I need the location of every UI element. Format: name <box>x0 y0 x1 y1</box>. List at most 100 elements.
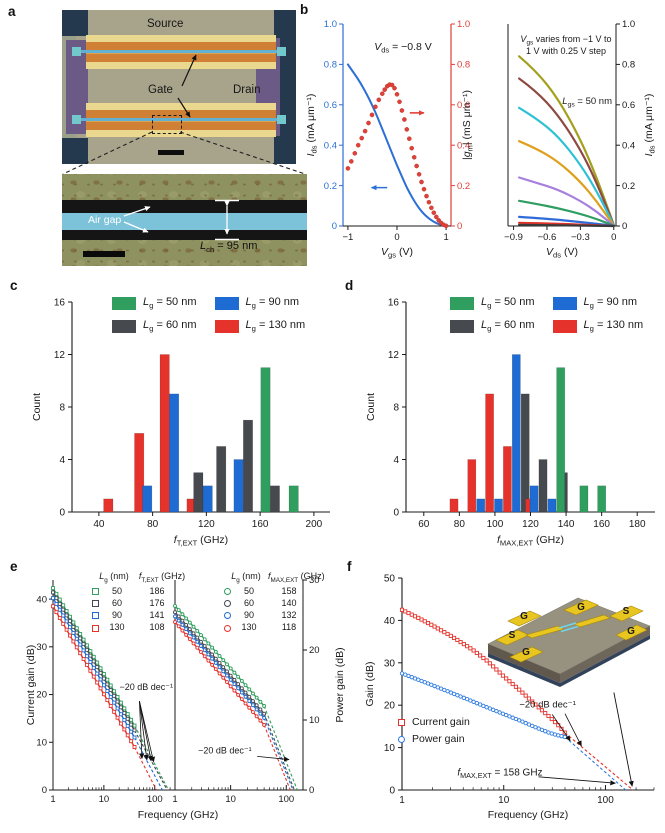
marker <box>112 700 117 705</box>
marker <box>88 649 93 654</box>
marker <box>129 739 134 744</box>
zoom-connector-right <box>179 131 306 175</box>
legend-swatch-gray <box>450 319 474 333</box>
y-tick-label: 16 <box>54 298 66 309</box>
marker <box>118 721 123 726</box>
legend-marker-red <box>91 624 99 632</box>
y-tick-label: 50 <box>384 574 396 585</box>
x-tick-label: −0.6 <box>538 232 557 243</box>
bar-green <box>579 485 589 513</box>
marker <box>78 651 83 656</box>
zoom-connector-left <box>62 131 153 175</box>
y-tick-label: 0.8 <box>457 60 470 71</box>
y-tick-label: 4 <box>59 455 65 466</box>
gm-point <box>366 120 371 126</box>
y-tick-label: 30 <box>384 658 396 669</box>
marker <box>88 668 93 673</box>
marker <box>471 648 476 653</box>
legend-row: 50 186 <box>88 586 188 597</box>
marker <box>484 658 489 663</box>
y-tick-label: 0.6 <box>622 100 635 111</box>
marker <box>101 676 106 681</box>
gm-point <box>409 145 414 151</box>
legend-lg-value: 130 <box>109 622 125 633</box>
y-tick-label: 30 <box>309 575 320 586</box>
marker <box>173 610 177 615</box>
chart-best-device-gain: 0 10 20 30 40 50 1 10 100 Gain (dB) Frequency (GHz… <box>364 574 655 821</box>
marker <box>465 644 470 649</box>
x-tick-label: 10 <box>225 794 236 805</box>
marker <box>254 714 259 719</box>
pad-s-right <box>609 605 644 622</box>
legend-label: Power gain <box>412 733 465 745</box>
y-axis-label-right: Power gain (dB) <box>334 647 346 722</box>
x-tick-label: −0.3 <box>571 232 590 243</box>
marker <box>228 684 233 689</box>
legend-e-left: Lg (nm) fT,EXT (GHz) 50 186 60 176 90 141 130 108 <box>88 571 188 634</box>
marker <box>54 596 59 601</box>
y-tick-label: 10 <box>309 715 320 726</box>
marker <box>81 657 86 661</box>
marker <box>74 630 79 635</box>
y-axis-label: Count <box>365 393 377 421</box>
marker <box>187 637 192 642</box>
bar-blue <box>202 485 213 513</box>
pad-g-bottom <box>509 646 544 663</box>
y-tick-label: 0.4 <box>324 140 337 151</box>
bar-red <box>503 446 512 513</box>
bar-green <box>288 485 299 513</box>
marker <box>232 670 237 675</box>
marker <box>132 735 137 740</box>
legend-marker-blue <box>223 612 231 620</box>
legend-header: Lg (nm) fT,EXT (GHz) <box>92 571 188 585</box>
legend-marker-blue <box>91 612 99 620</box>
y-tick-label: 0.8 <box>622 60 635 71</box>
bar-green <box>597 485 607 513</box>
marker <box>112 689 117 694</box>
y-axis-label: Count <box>31 393 43 421</box>
marker <box>199 633 203 638</box>
marker <box>184 627 189 632</box>
marker <box>507 679 512 684</box>
marker <box>206 652 211 657</box>
marker <box>533 702 538 707</box>
gm-point <box>407 136 412 141</box>
marker <box>85 647 89 652</box>
marker <box>112 693 117 698</box>
nanotube-channel <box>560 625 579 633</box>
gm-point <box>402 117 407 122</box>
gm-point <box>426 199 432 205</box>
marker <box>173 603 177 608</box>
marker <box>228 666 233 671</box>
zoom-region-outline <box>152 115 182 134</box>
panel-a-overlay <box>62 54 306 175</box>
marker <box>101 672 106 676</box>
scale-bar-top <box>158 150 184 155</box>
marker <box>71 631 76 635</box>
marker <box>213 667 218 672</box>
x-tick-label: −1 <box>342 232 353 243</box>
marker <box>195 639 200 644</box>
marker <box>213 649 218 654</box>
marker <box>262 722 267 727</box>
marker <box>520 690 525 695</box>
marker <box>118 700 123 705</box>
legend-f-value: 158 <box>281 585 297 596</box>
marker <box>125 716 130 721</box>
legend-f-value: 186 <box>149 585 165 596</box>
gate-band-bottom <box>62 230 307 240</box>
x-tick-label: −0.9 <box>504 232 523 243</box>
marker <box>78 636 83 641</box>
marker <box>51 604 55 609</box>
marker <box>57 601 62 606</box>
marker <box>108 704 113 708</box>
y-tick-label: 0.4 <box>622 140 635 151</box>
marker <box>262 715 267 720</box>
legend-lg-value: 90 <box>111 610 122 621</box>
marker <box>497 670 502 675</box>
marker <box>258 718 263 723</box>
output-curve-5 <box>518 199 615 227</box>
legend-swatch-green <box>112 296 136 310</box>
legend-row: 90 141 <box>88 610 188 621</box>
marker <box>213 656 218 661</box>
